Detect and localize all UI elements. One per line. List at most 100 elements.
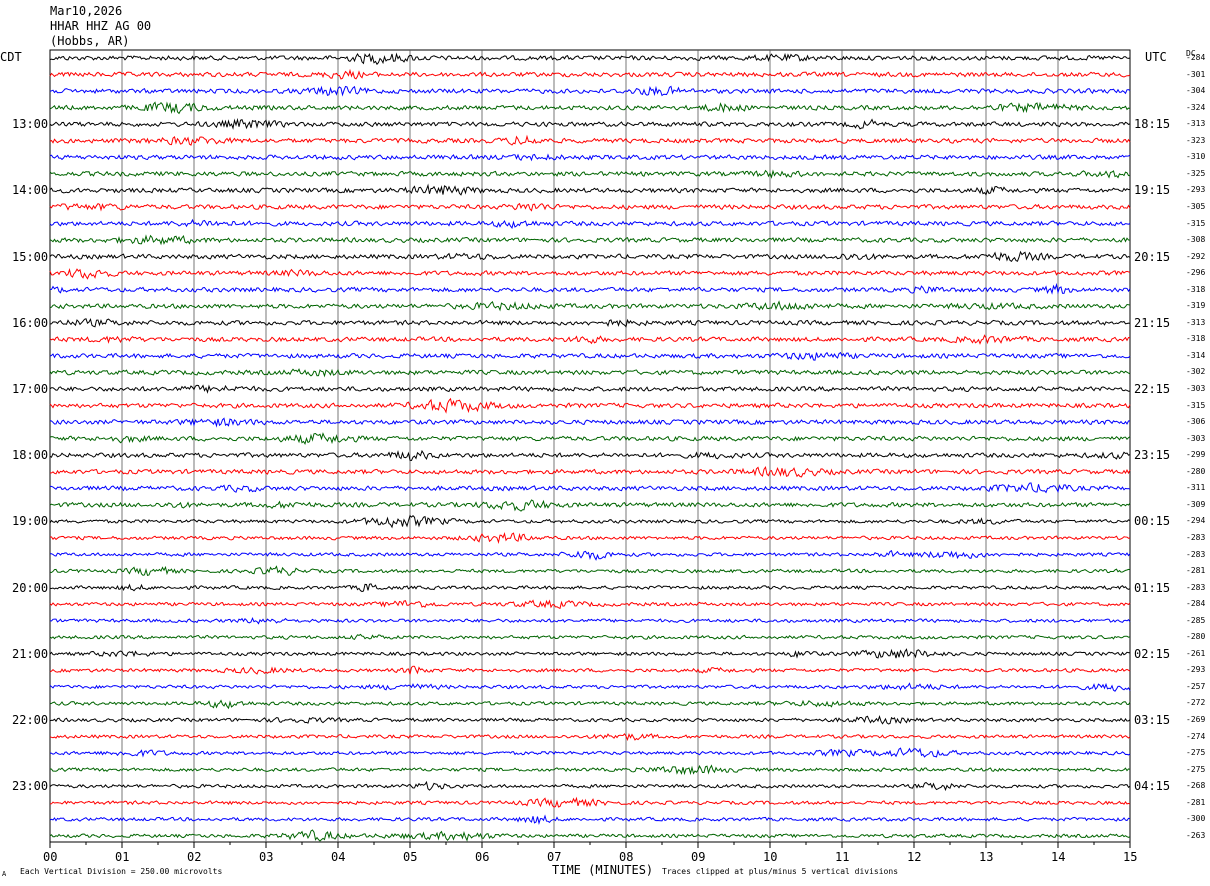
seismic-traces <box>49 52 1131 842</box>
trace-line <box>49 617 1131 625</box>
right-time-label: 04:15 <box>1134 779 1171 794</box>
dc-offset-label: -285 <box>1186 615 1206 625</box>
right-time-label: 22:15 <box>1134 382 1171 396</box>
dc-offset-label: -323 <box>1186 135 1206 145</box>
dc-offset-label: -300 <box>1186 814 1206 824</box>
left-time-label: 17:00 <box>12 382 49 396</box>
left-time-label: 20:00 <box>12 580 49 595</box>
trace-line <box>49 134 1131 146</box>
x-tick-label: 15 <box>1123 850 1138 864</box>
trace-line <box>49 68 1131 80</box>
clip-note: Traces clipped at plus/minus 5 vertical … <box>662 867 899 876</box>
trace-line <box>49 432 1131 445</box>
dc-offset-label: -304 <box>1186 86 1206 96</box>
dc-offset-label: -299 <box>1186 450 1206 460</box>
trace-line <box>49 351 1131 361</box>
x-axis-ticks <box>49 842 1131 848</box>
trace-line <box>49 449 1131 462</box>
trace-line <box>49 665 1131 675</box>
x-tick-label: 09 <box>691 850 706 864</box>
x-tick-label: 06 <box>475 850 490 864</box>
trace-line <box>49 465 1131 478</box>
dc-offset-label: -281 <box>1186 797 1206 807</box>
x-tick-label: 11 <box>835 850 850 864</box>
left-time-label: 22:00 <box>12 713 49 727</box>
trace-line <box>49 682 1131 692</box>
left-time-label: 16:00 <box>12 315 49 330</box>
dc-offset-label: -272 <box>1186 698 1206 708</box>
right-time-label: 03:15 <box>1134 713 1171 727</box>
dc-offset-label: -296 <box>1186 268 1206 278</box>
left-time-label: 23:00 <box>12 779 49 794</box>
x-tick-label: 03 <box>259 850 274 864</box>
dc-offset-label: -305 <box>1186 201 1206 211</box>
dc-offset-label: -311 <box>1186 483 1206 493</box>
trace-line <box>49 384 1131 394</box>
right-timezone-label: UTC <box>1145 50 1167 64</box>
station-location: (Hobbs, AR) <box>50 34 130 48</box>
x-tick-label: 02 <box>187 850 202 864</box>
trace-line <box>49 633 1131 641</box>
trace-line <box>49 282 1131 295</box>
dc-offset-label: -275 <box>1186 748 1206 758</box>
trace-line <box>49 334 1131 345</box>
x-tick-label: 13 <box>979 850 994 864</box>
left-time-label: 18:00 <box>12 448 49 463</box>
trace-line <box>49 732 1131 742</box>
minute-gridlines <box>121 50 1059 842</box>
dc-offset-header: DC <box>1186 49 1196 58</box>
right-time-label: 00:15 <box>1134 514 1171 529</box>
dc-offset-label: -283 <box>1186 582 1206 592</box>
x-tick-label: 05 <box>403 850 418 864</box>
dc-offset-label: -302 <box>1186 367 1206 377</box>
trace-line <box>49 85 1131 97</box>
left-time-label: 15:00 <box>12 249 49 264</box>
trace-line <box>49 183 1131 196</box>
trace-line <box>49 531 1131 545</box>
trace-line <box>49 169 1131 179</box>
dc-offset-label: -280 <box>1186 632 1206 642</box>
dc-offset-label: -292 <box>1186 251 1206 261</box>
left-time-label: 14:00 <box>12 183 49 198</box>
corner-mark: A <box>2 870 7 878</box>
x-tick-label: 00 <box>43 850 58 864</box>
trace-line <box>49 153 1131 162</box>
left-time-label: 19:00 <box>12 514 49 529</box>
x-tick-label: 12 <box>907 850 922 864</box>
dc-offset-label: -281 <box>1186 566 1206 576</box>
trace-line <box>49 814 1131 825</box>
dc-offset-label: -284 <box>1186 53 1206 62</box>
trace-line <box>49 268 1131 280</box>
trace-line <box>49 250 1131 262</box>
x-tick-label: 10 <box>763 850 778 864</box>
trace-line <box>49 699 1131 710</box>
dc-offset-label: -303 <box>1186 384 1206 393</box>
trace-line <box>49 52 1131 66</box>
x-tick-label: 08 <box>619 850 634 864</box>
trace-line <box>49 317 1131 328</box>
trace-line <box>49 780 1131 792</box>
right-time-label: 21:15 <box>1134 315 1171 330</box>
dc-offset-label: -275 <box>1186 764 1206 774</box>
dc-offset-label: -283 <box>1186 532 1206 542</box>
trace-line <box>49 117 1131 130</box>
x-tick-label: 04 <box>331 850 346 864</box>
trace-line <box>49 565 1131 577</box>
right-time-label: 02:15 <box>1134 646 1171 661</box>
dc-offset-label: -284 <box>1186 599 1206 609</box>
dc-offset-label: -310 <box>1186 152 1206 162</box>
station-code: HHAR HHZ AG 00 <box>50 19 152 33</box>
left-time-label: 21:00 <box>12 646 49 661</box>
trace-line <box>49 499 1131 512</box>
x-tick-label: 01 <box>115 850 130 864</box>
dc-offset-label: -324 <box>1186 102 1206 112</box>
dc-offset-label: -319 <box>1186 301 1206 311</box>
trace-line <box>49 583 1131 593</box>
trace-line <box>49 368 1131 378</box>
trace-line <box>49 397 1131 414</box>
left-time-label: 13:00 <box>12 117 49 132</box>
dc-offset-label: -263 <box>1186 830 1206 840</box>
trace-line <box>49 234 1131 246</box>
trace-line <box>49 599 1131 610</box>
